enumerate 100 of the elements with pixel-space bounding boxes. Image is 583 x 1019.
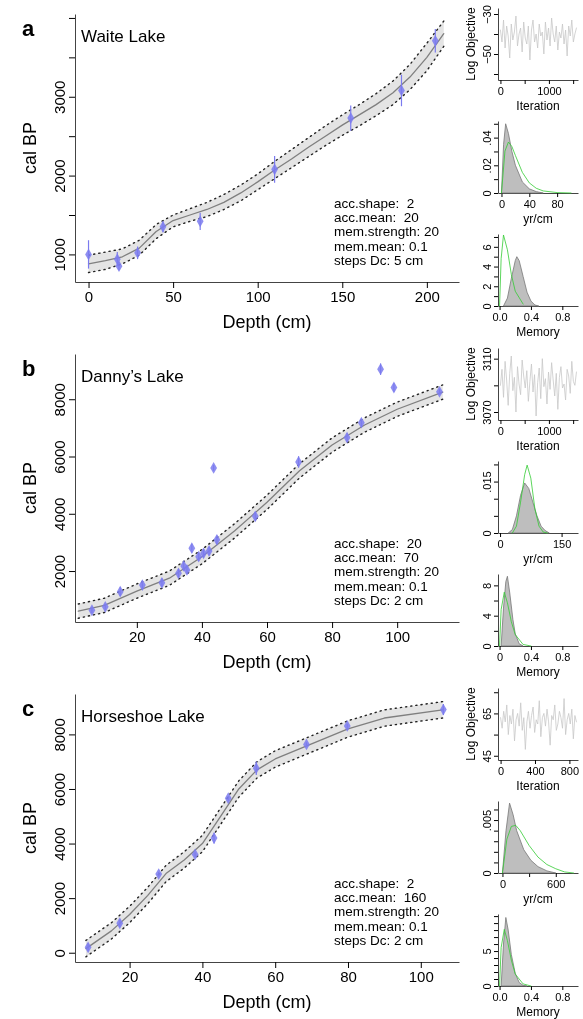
y-tick-label: 65	[481, 707, 493, 721]
y-tick-label: 5	[481, 948, 493, 955]
x-axis-title: Iteration	[516, 439, 560, 453]
x-tick-label: 0.8	[555, 310, 571, 323]
y-tick-label: .015	[481, 471, 493, 493]
y-tick-label: 8	[481, 582, 493, 589]
x-tick-label: 600	[547, 877, 566, 890]
x-axis-title: Memory	[516, 1005, 560, 1019]
text: Waite Lake	[81, 27, 166, 46]
x-tick-label: 800	[560, 764, 580, 777]
annotation: acc.mean: 20	[334, 210, 419, 226]
y-tick-label: 4	[481, 263, 493, 271]
line-series	[499, 591, 532, 647]
x-tick-label: 60	[259, 627, 276, 645]
annotation: mem.mean: 0.1	[334, 238, 428, 254]
x-axis-title: yr/cm	[523, 552, 553, 566]
y-tick-label: .04	[481, 130, 493, 146]
x-tick-label: 0	[497, 650, 504, 663]
x-axis-title: Depth (cm)	[222, 312, 312, 332]
x-axis-title: Memory	[516, 665, 560, 679]
y-tick-label: 45	[481, 750, 493, 763]
y-tick-label: 8000	[51, 383, 68, 417]
x-tick-label: 100	[245, 287, 271, 305]
x-tick-label: 80	[340, 967, 357, 985]
x-axis-title: Iteration	[516, 99, 560, 113]
y-tick-label: 2000	[51, 159, 68, 193]
x-tick-label: 20	[121, 967, 139, 985]
annotation: steps Dc: 2 cm	[334, 592, 424, 608]
y-tick-label: −30	[481, 5, 493, 24]
x-tick-label: 100	[408, 967, 434, 985]
annotation: acc.shape: 2	[334, 876, 415, 891]
y-tick-label: 3000	[51, 80, 68, 114]
x-tick-label: 200	[414, 287, 440, 305]
annotation: acc.mean: 160	[334, 890, 427, 906]
x-axis-title: Iteration	[516, 779, 560, 793]
y-tick-label: 0	[481, 530, 493, 537]
y-tick-label: 0	[481, 190, 493, 197]
text: Danny’s Lake	[81, 367, 184, 386]
text: Horseshoe Lake	[81, 707, 205, 726]
text: c	[22, 696, 35, 721]
annotation: steps Dc: 2 cm	[334, 932, 424, 948]
y-tick-label: 6000	[51, 772, 68, 807]
y-tick-label: 0	[51, 949, 68, 958]
annotation: mem.strength: 20	[334, 224, 440, 240]
line-series	[511, 464, 548, 534]
y-axis-title: Log Objective	[464, 686, 478, 761]
y-tick-label: .02	[481, 158, 493, 174]
y-tick-label: 3110	[481, 347, 493, 371]
y-tick-label: 2000	[51, 554, 68, 589]
x-tick-label: 0.4	[523, 650, 540, 663]
x-axis-title: Memory	[516, 325, 560, 339]
line-series	[502, 824, 574, 874]
y-axis-title: cal BP	[20, 121, 40, 175]
x-tick-label: 40	[523, 197, 536, 210]
x-axis-title: yr/cm	[523, 212, 553, 226]
x-tick-label: 0	[498, 764, 505, 777]
y-tick-label: 4000	[51, 497, 68, 531]
x-tick-label: 0	[84, 287, 94, 305]
y-tick-label: 0	[481, 983, 493, 990]
x-tick-label: 0	[498, 197, 506, 210]
x-tick-label: 60	[267, 967, 285, 985]
x-tick-label: 150	[552, 537, 572, 550]
annotation: steps Dc: 5 cm	[334, 252, 424, 268]
x-tick-label: 400	[526, 764, 545, 777]
x-tick-label: 0.4	[523, 990, 540, 1003]
line-series	[499, 928, 532, 987]
x-tick-label: 40	[194, 627, 211, 645]
x-axis-title: Depth (cm)	[222, 652, 312, 672]
y-axis-title: Log Objective	[464, 346, 478, 421]
x-tick-label: 100	[385, 627, 411, 645]
y-tick-label: 6	[481, 244, 493, 251]
y-tick-label: 4000	[51, 827, 68, 861]
line-series	[500, 698, 577, 750]
y-tick-label: 4	[481, 613, 493, 620]
x-tick-label: 150	[330, 287, 356, 305]
x-tick-label: 40	[194, 967, 212, 985]
y-tick-label: 1000	[51, 238, 68, 272]
annotation: mem.mean: 0.1	[334, 578, 428, 594]
annotation: mem.mean: 0.1	[334, 918, 428, 934]
annotation: mem.strength: 20	[334, 904, 440, 920]
annotation: acc.shape: 20	[334, 536, 422, 551]
y-tick-label: 0	[481, 303, 493, 310]
x-tick-label: 80	[551, 197, 564, 210]
line-series	[500, 15, 577, 61]
y-axis-title: Log Objective	[464, 6, 478, 81]
y-tick-label: 0	[481, 870, 493, 877]
x-axis-title: yr/cm	[523, 892, 553, 906]
y-tick-label: −50	[481, 45, 493, 64]
annotation: mem.strength: 20	[334, 564, 440, 580]
x-tick-label: 50	[165, 287, 182, 305]
y-axis-title: cal BP	[20, 801, 40, 855]
x-tick-label: 20	[128, 627, 146, 645]
x-tick-label: 0.8	[555, 650, 571, 663]
annotation: acc.shape: 2	[334, 196, 415, 211]
y-tick-label: 3070	[481, 400, 493, 425]
text: b	[22, 356, 36, 381]
annotation: acc.mean: 70	[334, 550, 419, 566]
y-axis-title: cal BP	[20, 461, 40, 515]
text: a	[22, 16, 35, 41]
x-axis-title: Depth (cm)	[222, 992, 312, 1012]
